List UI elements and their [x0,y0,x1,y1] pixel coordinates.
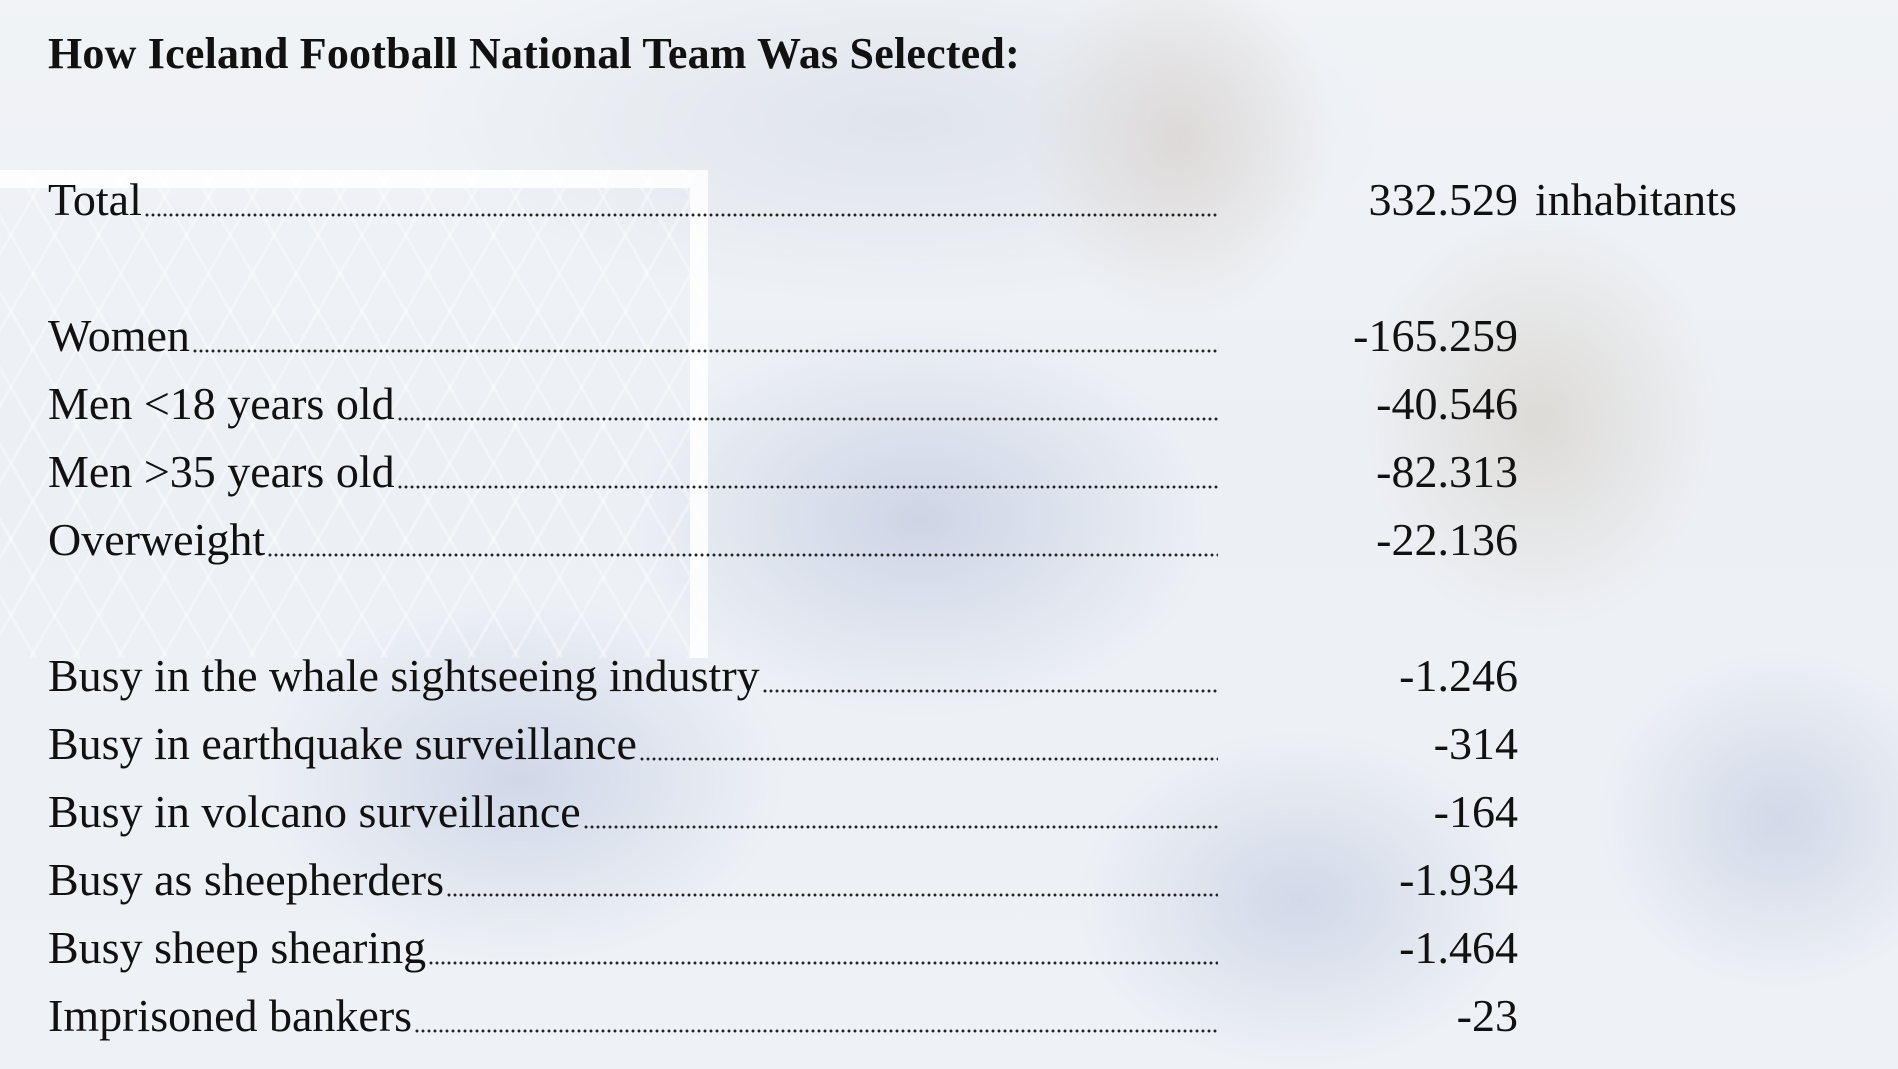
list-item: Busy in volcano surveillance -164 [48,782,1868,838]
row-label: Overweight [48,514,266,565]
total-row: Total 332.529 inhabitants [48,170,1868,226]
row-value: -1.246 [1399,650,1518,701]
list-item: Men <18 years old -40.546 [48,374,1868,430]
dot-leader [446,893,1218,897]
row-label: Men <18 years old [48,378,395,429]
list-item: Busy in the whale sightseeing industry -… [48,646,1868,702]
list-item: Busy sheep shearing -1.464 [48,918,1868,974]
row-value: -22.136 [1376,514,1518,565]
row-label: Busy in earthquake surveillance [48,718,637,769]
page-title: How Iceland Football National Team Was S… [48,29,1020,78]
list-item: Busy in earthquake surveillance -314 [48,714,1868,770]
row-label: Busy in volcano surveillance [48,786,581,837]
dot-leader [761,689,1218,693]
row-value: -164 [1433,786,1518,837]
row-label: Women [48,310,190,361]
dot-leader [638,757,1218,761]
row-value: -165.259 [1353,310,1518,361]
row-value: -40.546 [1376,378,1518,429]
row-unit: inhabitants [1535,174,1737,225]
row-value: 332.529 [1368,174,1519,225]
row-label: Men >35 years old [48,446,395,497]
dot-leader [414,1029,1218,1033]
row-label: Total [48,174,142,225]
dot-leader [396,417,1218,421]
row-label: Busy in the whale sightseeing industry [48,650,760,701]
row-value: -82.313 [1376,446,1518,497]
row-label: Busy as sheepherders [48,854,445,905]
row-label: Imprisoned bankers [48,990,413,1041]
list-item: Imprisoned bankers -23 [48,986,1868,1042]
row-value: -314 [1433,718,1518,769]
row-value: -23 [1456,990,1518,1041]
dot-leader [428,961,1218,965]
dot-leader [582,825,1218,829]
dot-leader [143,213,1218,217]
list-item: Overweight -22.136 [48,510,1868,566]
row-value: -1.464 [1399,922,1518,973]
dot-leader [396,485,1218,489]
row-value: -1.934 [1399,854,1518,905]
list-item: Busy as sheepherders -1.934 [48,850,1868,906]
dot-leader [191,349,1218,353]
dot-leader [267,553,1218,557]
list-item: Men >35 years old -82.313 [48,442,1868,498]
list-item: Women -165.259 [48,306,1868,362]
row-label: Busy sheep shearing [48,922,427,973]
